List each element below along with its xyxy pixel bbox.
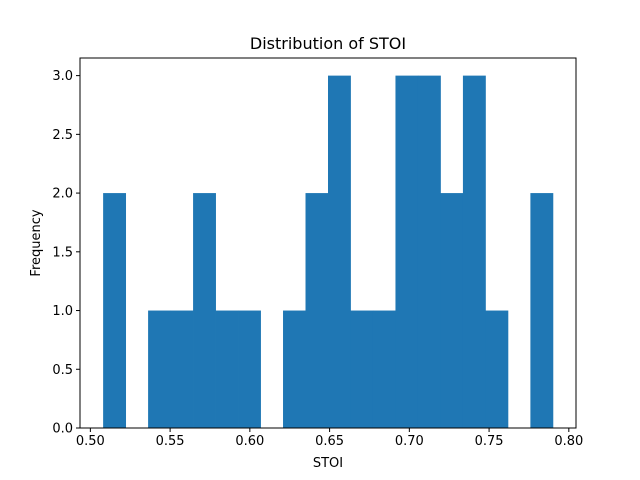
x-tick-label: 0.55 bbox=[156, 434, 185, 449]
histogram-bar bbox=[215, 310, 239, 428]
y-axis-label: Frequency bbox=[29, 209, 44, 276]
y-tick-label: 0.0 bbox=[52, 422, 73, 437]
histogram-bar bbox=[530, 193, 554, 428]
histogram-bar bbox=[440, 193, 464, 428]
histogram-bar bbox=[283, 310, 306, 428]
histogram-bar bbox=[350, 310, 374, 428]
histogram-bar bbox=[148, 310, 171, 428]
x-axis-label: STOI bbox=[313, 456, 343, 471]
histogram-bar bbox=[238, 310, 261, 428]
x-tick-label: 0.75 bbox=[475, 434, 504, 449]
x-tick-label: 0.50 bbox=[76, 434, 105, 449]
y-tick-label: 2.0 bbox=[52, 187, 73, 202]
histogram-bar bbox=[328, 75, 351, 428]
y-tick-label: 1.5 bbox=[52, 245, 73, 260]
histogram-bar bbox=[485, 310, 509, 428]
x-tick-label: 0.70 bbox=[395, 434, 424, 449]
histogram-bar bbox=[193, 193, 216, 428]
histogram-bar bbox=[462, 75, 486, 428]
histogram-bar bbox=[372, 310, 396, 428]
y-tick-label: 3.0 bbox=[52, 69, 73, 84]
y-axis-ticks: 0.0 0.5 1.0 1.5 2.0 2.5 3.0 bbox=[52, 69, 80, 437]
x-tick-label: 0.65 bbox=[315, 434, 344, 449]
histogram-bar bbox=[395, 75, 419, 428]
x-axis-ticks: 0.50 0.55 0.60 0.65 0.70 0.75 0.80 bbox=[76, 428, 583, 449]
y-tick-label: 0.5 bbox=[52, 363, 73, 378]
y-tick-label: 1.0 bbox=[52, 304, 73, 319]
x-tick-label: 0.80 bbox=[554, 434, 583, 449]
histogram-bar bbox=[103, 193, 127, 428]
histogram-bar bbox=[417, 75, 441, 428]
histogram-bar bbox=[170, 310, 194, 428]
histogram-bar bbox=[305, 193, 329, 428]
plot-frame bbox=[79, 57, 577, 429]
chart-title: Distribution of STOI bbox=[250, 34, 406, 53]
x-tick-label: 0.60 bbox=[235, 434, 264, 449]
y-tick-label: 2.5 bbox=[52, 128, 73, 143]
histogram-bars bbox=[103, 75, 554, 428]
